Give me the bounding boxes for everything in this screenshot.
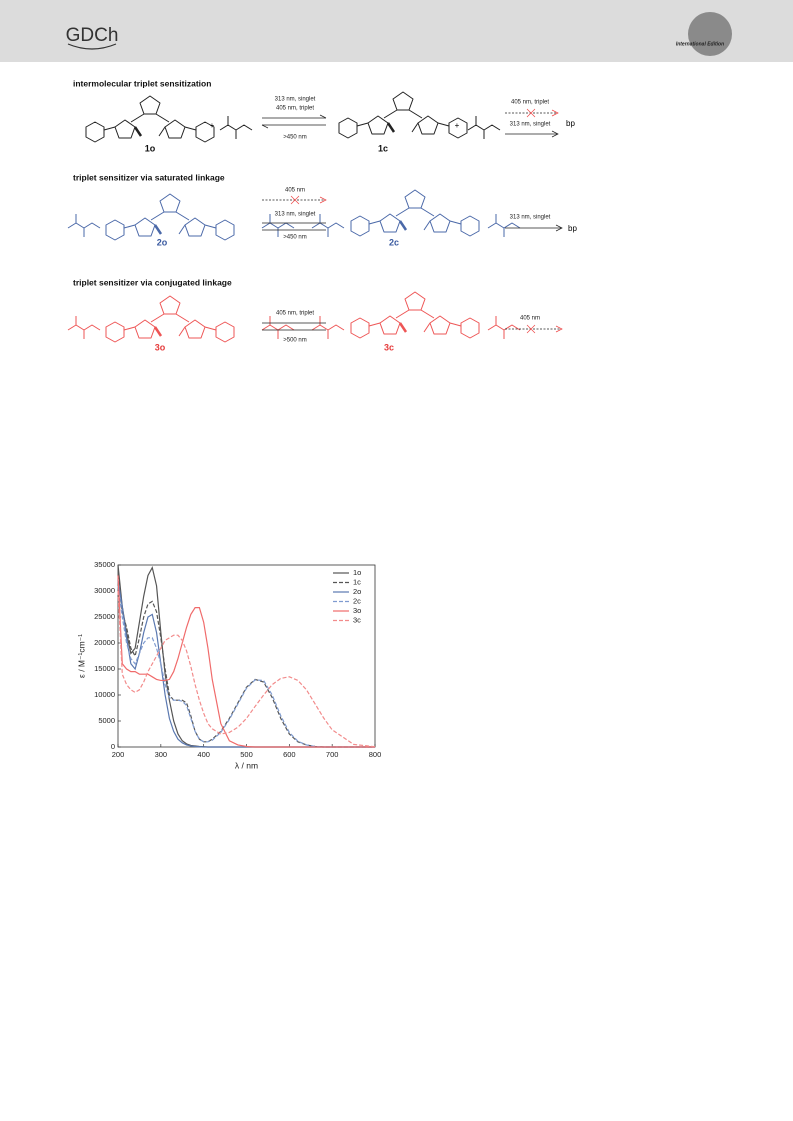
condition: >500 nm [283,338,307,344]
molecule [311,213,345,238]
arrow-head [261,124,269,129]
legend-label: 2c [353,596,361,605]
molecule [337,90,469,140]
series-line [117,575,375,748]
plus: + [455,121,460,130]
arrow-head [555,224,563,232]
legend-label: 3c [353,615,361,624]
y-tick-label: 30000 [94,586,115,595]
x-tick-label: 800 [369,750,382,759]
section-title: triplet sensitizer via saturated linkage [73,172,225,182]
condition: 313 nm, singlet [275,212,316,218]
blocked-mark [526,324,563,334]
logo: GDCh [66,25,119,46]
arrow-head [551,130,559,138]
condition: 313 nm, singlet [275,97,316,103]
condition: 405 nm [520,316,540,322]
compound-label: 2o [157,237,168,247]
x-axis-label: λ / nm [235,760,258,770]
y-tick-label: 10000 [94,690,115,699]
plus: + [210,121,215,130]
header-band [0,0,793,62]
product: bp [566,119,575,128]
compound-label: 3o [155,342,166,352]
legend-label: 1c [353,577,361,586]
molecule [104,294,236,344]
y-axis-label: ε / M⁻¹cm⁻¹ [76,634,86,678]
x-tick-label: 500 [240,750,253,759]
compound-label: 1o [145,143,156,153]
molecule [219,115,253,140]
y-tick-label: 5000 [98,716,115,725]
molecule [311,315,345,340]
compound-label: 1c [378,143,388,153]
condition: 405 nm [285,188,305,194]
edition-text: International Edition [676,41,724,47]
molecule [67,213,101,238]
blocked-mark [290,195,327,205]
x-tick-label: 200 [112,750,125,759]
blocked-mark [526,108,559,118]
condition: 405 nm, triplet [276,311,314,317]
logo-swoosh [67,43,117,50]
x-tick-label: 700 [326,750,339,759]
arrow-head [319,114,327,119]
y-tick-label: 25000 [94,612,115,621]
chart: 0 5000 10000 15000 20000 25000 30000 35000 200 30… [76,560,381,770]
y-tick-label: 0 [111,742,115,751]
condition: 313 nm, singlet [510,215,551,221]
molecule [67,315,101,340]
section-title: intermolecular triplet sensitization [73,78,211,88]
condition: 405 nm, triplet [511,100,549,106]
series-line [117,580,375,748]
legend-label: 3o [353,606,361,615]
x-tick-label: 600 [283,750,296,759]
molecule [487,315,521,340]
condition: >450 nm [283,235,307,241]
x-tick-label: 300 [155,750,168,759]
series-line [117,590,376,748]
molecule [261,315,295,340]
condition: >450 nm [283,135,307,141]
section-title: triplet sensitizer via conjugated linkag… [73,277,232,287]
molecule [84,94,216,144]
legend-label: 1o [353,568,361,577]
molecule [349,188,481,238]
y-tick-label: 15000 [94,664,115,673]
y-tick-label: 20000 [94,638,115,647]
condition: 405 nm, triplet [276,106,314,112]
series-line [117,575,375,748]
molecule [349,290,481,340]
condition: 313 nm, singlet [510,122,551,128]
molecule [467,115,501,140]
compound-label: 2c [389,237,399,247]
product: bp [568,224,577,233]
edition-badge [688,12,732,56]
y-tick-label: 35000 [94,560,115,569]
series-line [117,585,375,748]
compound-label: 3c [384,342,394,352]
x-tick-label: 400 [197,750,210,759]
legend-label: 2o [353,587,361,596]
molecule [104,192,236,242]
